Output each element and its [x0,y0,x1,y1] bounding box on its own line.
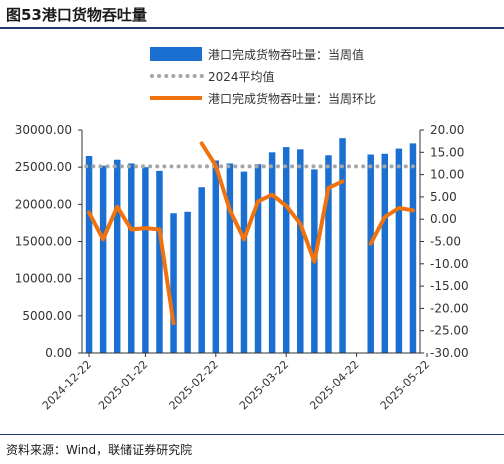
right-tick-label: -20.00 [430,301,469,315]
bar-mark [339,138,346,353]
bar-mark [170,213,177,353]
bar-mark [226,163,234,353]
x-tick-label: 2025-03-22 [237,358,291,412]
right-tick-label: -5.00 [430,235,461,249]
bar-mark [198,187,205,353]
bar-mark [184,211,191,353]
bar-mark [156,170,163,353]
left-tick-label: 5000.00 [22,309,72,323]
bar-mark [85,156,93,353]
chart: 0.00 5000.00 10000.00 15000.00 20000.00 25000… [15,47,469,412]
right-tick-label: -25.00 [430,324,469,338]
left-tick-label: 20000.00 [15,197,72,211]
right-tick-label: 15.00 [430,145,464,159]
bar-mark [367,154,374,353]
bar-mark [297,149,304,353]
bar-mark [113,159,121,353]
bar-mark [409,143,417,353]
bar-mark [282,147,290,353]
left-tick-label: 10000.00 [15,272,72,286]
legend-wow-label: 港口完成货物吞吐量：当周环比 [208,91,376,106]
right-tick-label: 0.00 [430,212,457,226]
right-tick-label: -15.00 [430,279,469,293]
right-tick-label: 20.00 [430,123,464,137]
figure-title: 图53港口货物吞吐量 [6,6,147,24]
right-tick-label: -10.00 [430,257,469,271]
legend-average-label: 2024平均值 [208,69,275,84]
x-tick-label: 2025-02-22 [167,358,221,412]
bar-mark [381,153,389,353]
left-tick-label: 0.00 [45,346,72,360]
x-tick-label: 2024-12-22 [40,358,94,412]
bar-mark [268,152,276,353]
bar-mark [395,148,403,353]
bar-mark [128,163,135,353]
bar-mark [99,165,107,353]
legend-bar-label: 港口完成货物吞吐量：当周值 [208,47,364,62]
left-tick-label: 30000.00 [15,123,72,137]
bar-mark [254,164,262,353]
legend-bar-swatch [150,47,202,61]
left-tick-label: 25000.00 [15,160,72,174]
right-tick-label: -30.00 [430,346,469,360]
bar-mark [240,171,248,353]
left-tick-label: 15000.00 [15,235,72,249]
bar-mark [325,155,332,353]
x-tick-label: 2025-01-22 [96,358,150,412]
title-divider [0,27,504,29]
right-tick-label: 10.00 [430,168,464,182]
x-tick-label: 2025-05-22 [378,358,432,412]
x-tick-label: 2025-04-22 [307,358,361,412]
source-note: 资料来源：Wind，联储证券研究院 [6,443,193,457]
bar-mark [212,160,220,353]
wow-line [87,141,415,326]
right-tick-label: 5.00 [430,190,457,204]
bar-mark [142,167,149,353]
source-divider [0,434,504,435]
